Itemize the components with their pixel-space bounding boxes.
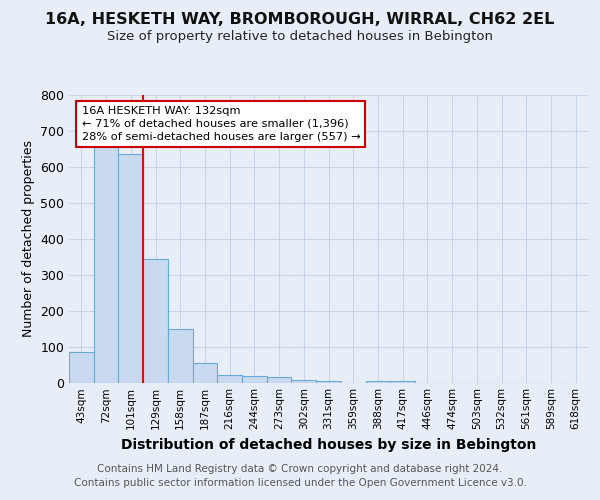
Bar [390,381,415,382]
Text: Contains HM Land Registry data © Crown copyright and database right 2024.
Contai: Contains HM Land Registry data © Crown c… [74,464,526,487]
X-axis label: Distribution of detached houses by size in Bebington: Distribution of detached houses by size … [121,438,536,452]
Text: Size of property relative to detached houses in Bebington: Size of property relative to detached ho… [107,30,493,43]
Y-axis label: Number of detached properties: Number of detached properties [22,140,35,337]
Bar [267,377,292,382]
Bar [217,374,242,382]
Bar [242,376,267,382]
Bar [143,258,168,382]
Bar [193,362,217,382]
Text: 16A HESKETH WAY: 132sqm
← 71% of detached houses are smaller (1,396)
28% of semi: 16A HESKETH WAY: 132sqm ← 71% of detache… [82,106,360,142]
Bar [69,352,94,382]
Bar [292,380,316,382]
Bar [365,380,390,382]
Text: 16A, HESKETH WAY, BROMBOROUGH, WIRRAL, CH62 2EL: 16A, HESKETH WAY, BROMBOROUGH, WIRRAL, C… [46,12,554,28]
Bar [94,142,118,382]
Bar [118,154,143,382]
Bar [168,330,193,382]
